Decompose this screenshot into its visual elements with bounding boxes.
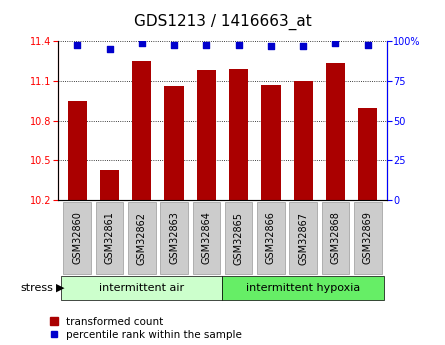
Text: GSM32861: GSM32861	[105, 211, 114, 265]
Point	[267, 43, 275, 49]
Bar	[100, 170, 119, 200]
Point	[235, 42, 242, 47]
FancyBboxPatch shape	[257, 201, 285, 275]
Point	[332, 40, 339, 46]
FancyBboxPatch shape	[225, 201, 252, 275]
Text: GDS1213 / 1416663_at: GDS1213 / 1416663_at	[134, 14, 312, 30]
Point	[299, 43, 307, 49]
Point	[364, 42, 371, 47]
Text: GSM32864: GSM32864	[201, 211, 211, 265]
Point	[138, 40, 146, 46]
FancyBboxPatch shape	[354, 201, 381, 275]
Text: intermittent hypoxia: intermittent hypoxia	[246, 283, 360, 293]
Bar	[132, 61, 151, 200]
Bar	[229, 69, 248, 200]
Bar	[261, 85, 281, 200]
Bar	[326, 62, 345, 200]
Text: GSM32866: GSM32866	[266, 211, 276, 265]
Legend: transformed count, percentile rank within the sample: transformed count, percentile rank withi…	[50, 317, 242, 340]
FancyBboxPatch shape	[96, 201, 123, 275]
FancyBboxPatch shape	[290, 201, 317, 275]
FancyBboxPatch shape	[128, 201, 155, 275]
Bar	[294, 81, 313, 200]
Text: ▶: ▶	[56, 283, 64, 293]
Text: GSM32863: GSM32863	[169, 211, 179, 265]
FancyBboxPatch shape	[61, 276, 222, 300]
Text: GSM32868: GSM32868	[331, 211, 340, 265]
Bar	[197, 70, 216, 200]
Text: GSM32867: GSM32867	[298, 211, 308, 265]
Point	[106, 47, 113, 52]
FancyBboxPatch shape	[222, 276, 384, 300]
Bar	[68, 101, 87, 200]
Point	[203, 42, 210, 47]
Text: stress: stress	[20, 283, 53, 293]
Text: GSM32869: GSM32869	[363, 211, 373, 265]
Text: GSM32862: GSM32862	[137, 211, 147, 265]
Text: GSM32860: GSM32860	[72, 211, 82, 265]
Text: intermittent air: intermittent air	[99, 283, 184, 293]
FancyBboxPatch shape	[193, 201, 220, 275]
Bar	[164, 86, 184, 200]
FancyBboxPatch shape	[322, 201, 349, 275]
Bar	[358, 108, 377, 200]
FancyBboxPatch shape	[160, 201, 188, 275]
Point	[74, 42, 81, 47]
FancyBboxPatch shape	[64, 201, 91, 275]
Point	[170, 42, 178, 47]
Text: GSM32865: GSM32865	[234, 211, 244, 265]
